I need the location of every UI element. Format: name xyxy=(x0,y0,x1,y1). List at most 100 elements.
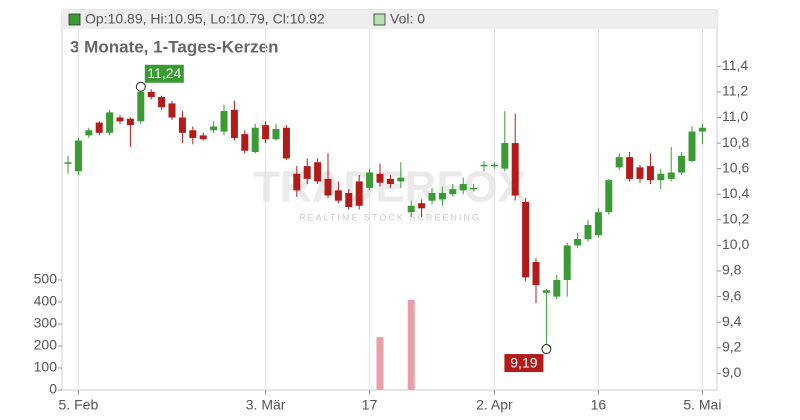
candle-body xyxy=(324,178,332,196)
candle-body xyxy=(230,109,238,138)
y-tick-label: 11,4 xyxy=(722,57,748,73)
candle-body xyxy=(334,190,342,201)
candle-body xyxy=(116,117,124,122)
candle-body xyxy=(667,172,675,179)
annotation-marker xyxy=(135,81,146,92)
candle-body xyxy=(490,164,498,167)
candle-body xyxy=(594,212,602,236)
candle-body xyxy=(366,172,374,188)
candle-body xyxy=(470,187,478,190)
candle-body xyxy=(574,239,582,246)
candle-body xyxy=(376,173,384,183)
watermark-sub: REALTIME STOCK SCREENING xyxy=(299,212,481,222)
candle-body xyxy=(241,134,249,151)
y-tick-label: 9,6 xyxy=(722,287,742,303)
x-tick-label: 5. Feb xyxy=(59,397,99,413)
legend-swatch xyxy=(68,13,81,26)
candle-body xyxy=(511,143,519,196)
candle-body xyxy=(626,157,634,179)
annotation-marker xyxy=(541,344,552,355)
y-tick-label: 10,4 xyxy=(722,185,749,201)
candle-body xyxy=(147,91,155,98)
y-tick-label: 10,2 xyxy=(722,211,749,227)
candle-body xyxy=(272,128,280,140)
candle-body xyxy=(407,205,415,213)
y-tick-label: 9,4 xyxy=(722,313,742,329)
candle-body xyxy=(646,166,654,181)
candle-body xyxy=(126,118,134,126)
candle-body xyxy=(678,155,686,173)
candle-body xyxy=(293,173,301,191)
candle-body xyxy=(137,91,145,122)
y-tick-label: 11,2 xyxy=(722,83,748,99)
volume-swatch xyxy=(373,13,386,26)
candle-body xyxy=(178,117,186,133)
candle-body xyxy=(74,140,82,172)
volume-tick-label: 0 xyxy=(49,381,57,397)
volume-tick-label: 200 xyxy=(34,337,58,353)
candle-body xyxy=(605,180,613,213)
subtitle: 3 Monate, 1-Tages-Kerzen xyxy=(70,37,278,56)
annotation-box xyxy=(144,64,184,83)
y-tick-label: 10,0 xyxy=(722,236,749,252)
candle-body xyxy=(615,157,623,168)
candle-body xyxy=(189,130,197,138)
candle-body xyxy=(532,262,540,286)
annotation-label: 9,19 xyxy=(510,354,537,370)
candle-body xyxy=(282,127,290,159)
candle-body xyxy=(428,192,436,201)
y-tick-label: 9,8 xyxy=(722,262,742,278)
candle-body xyxy=(501,143,509,169)
candle-body xyxy=(584,224,592,240)
y-tick-label: 11,0 xyxy=(722,108,748,124)
candle-body xyxy=(158,97,166,108)
candle-body xyxy=(657,173,665,181)
x-tick-label: 2. Apr xyxy=(476,397,513,413)
candle-body xyxy=(563,245,571,280)
candle-body xyxy=(386,178,394,185)
candle-body xyxy=(85,130,93,136)
x-tick-label: 5. Mai xyxy=(683,397,721,413)
candle-body xyxy=(459,184,467,191)
volume-bar xyxy=(407,299,415,390)
candle-body xyxy=(438,192,446,200)
volume-tick-label: 400 xyxy=(34,293,58,309)
candle-body xyxy=(220,111,228,132)
x-tick-label: 17 xyxy=(362,397,378,413)
annotation-label: 11,24 xyxy=(147,65,181,81)
x-tick-label: 16 xyxy=(591,397,607,413)
candle-body xyxy=(303,166,311,179)
volume-tick-label: 100 xyxy=(34,359,58,375)
candle-body xyxy=(698,127,706,132)
candle-body xyxy=(688,131,696,161)
volume-tick-label: 300 xyxy=(34,315,58,331)
volume-bar xyxy=(376,337,384,390)
candle-body xyxy=(210,126,218,131)
candle-body xyxy=(95,122,103,133)
candle-body xyxy=(553,279,561,297)
candle-body xyxy=(397,177,405,182)
candle-body xyxy=(636,167,644,179)
candle-body xyxy=(168,103,176,118)
volume-tick-label: 500 xyxy=(34,271,58,287)
candle-body xyxy=(199,135,207,140)
candle-body xyxy=(542,290,550,293)
volume-legend: Vol: 0 xyxy=(390,11,425,27)
candle-body xyxy=(355,181,363,206)
legend-text: Op:10.89, Hi:10.95, Lo:10.79, Cl:10.92 xyxy=(85,11,325,27)
y-tick-label: 9,2 xyxy=(722,338,742,354)
candle-body xyxy=(314,162,322,182)
candle-body xyxy=(522,201,530,278)
y-tick-label: 10,8 xyxy=(722,134,749,150)
candle-body xyxy=(106,112,114,133)
y-tick-label: 10,6 xyxy=(722,159,749,175)
candle-body xyxy=(251,127,259,153)
annotation-box xyxy=(504,354,544,373)
candle-body xyxy=(262,125,270,140)
header-bar xyxy=(62,10,717,29)
x-tick-label: 3. Mär xyxy=(246,397,286,413)
candle-body xyxy=(449,189,457,195)
y-tick-label: 9,0 xyxy=(722,364,742,380)
candle-body xyxy=(480,164,488,167)
